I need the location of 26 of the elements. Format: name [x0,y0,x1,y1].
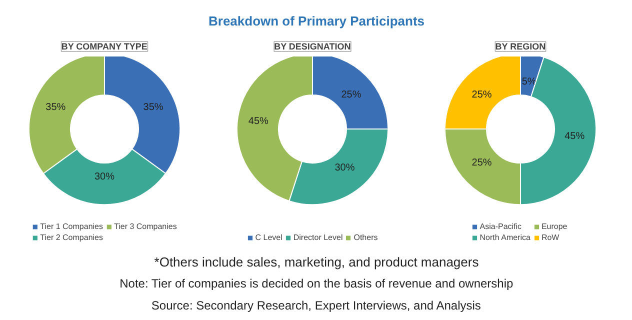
legend-label: Tier 3 Companies [114,222,177,231]
data-label: 25% [472,90,492,101]
text: Breakdown of Primary Participants [208,13,425,28]
chart-title: BY DESIGNATION [274,42,351,52]
legend-label: North America [480,233,530,242]
data-label: 35% [46,102,66,113]
legend-label: C Level [255,233,282,242]
legend-label: Tier 2 Companies [40,233,103,242]
legend-label: Asia-Pacific [480,222,522,231]
chart-title: BY REGION [495,42,546,52]
data-label: 30% [94,171,115,182]
chart-title: BY COMPANY TYPE [61,42,148,52]
text: Note: Tier of companies is decided on the basis of revenue and ownership [120,276,514,291]
legend-label: Tier 1 Companies [40,222,103,231]
data-label: 45% [248,116,269,128]
data-label: 35% [143,102,164,113]
legend-label: Director Level [293,233,343,242]
data-label: 25% [341,90,362,101]
source-note: Source: Secondary Research, Expert Interviews, and Analysis [151,298,481,313]
legend-label: Others [354,233,378,242]
data-label: 30% [334,162,355,174]
legend-label: RoW [541,233,560,242]
data-label: 45% [564,131,585,142]
legend-label: Europe [541,222,568,231]
text: *Others include sales, marketing, and product managers [154,254,480,270]
data-label: 25% [472,157,492,168]
